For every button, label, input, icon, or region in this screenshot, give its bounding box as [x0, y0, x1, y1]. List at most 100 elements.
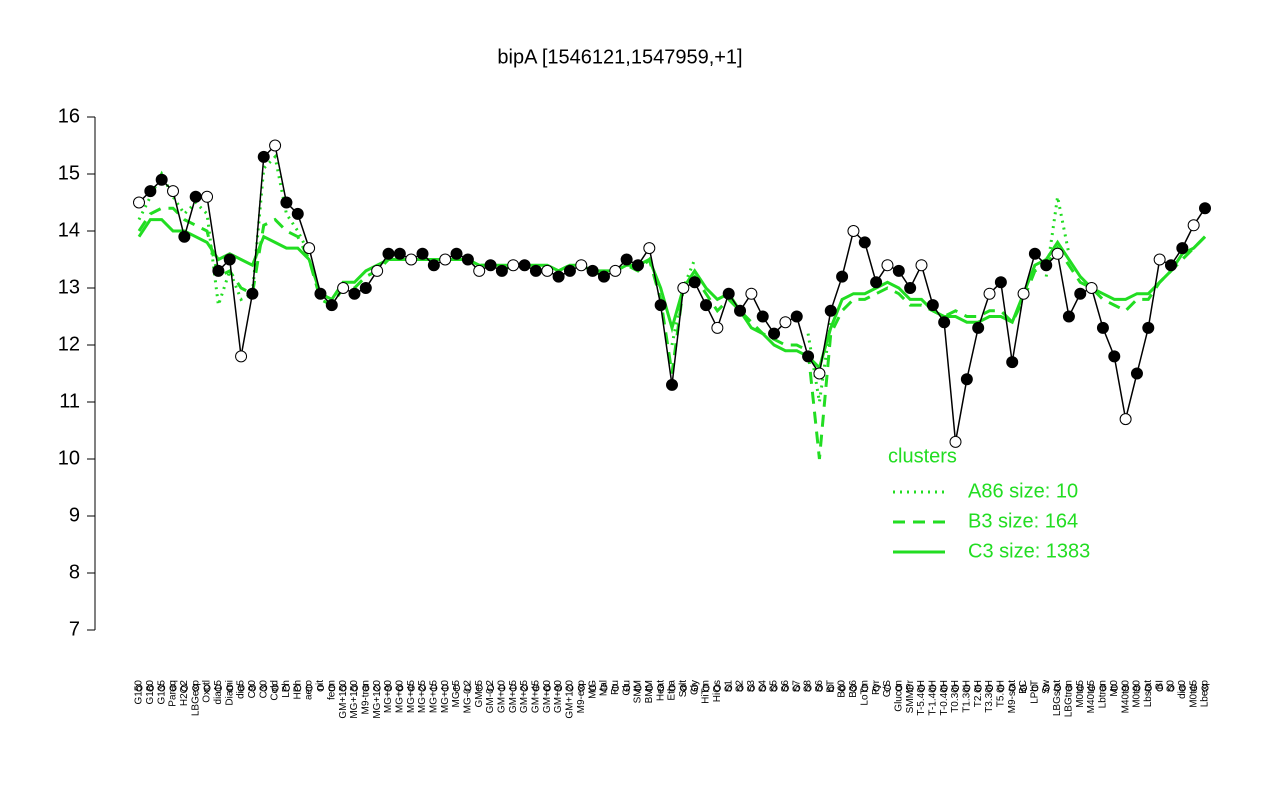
x-tick-dot	[248, 684, 256, 692]
x-tick-dot	[373, 684, 381, 692]
point	[563, 264, 576, 277]
x-tick-label: Lbexp	[1200, 680, 1211, 708]
x-tick-dot	[736, 684, 744, 692]
x-tick-dot	[543, 684, 551, 692]
point	[1164, 259, 1177, 272]
x-tick-dot	[180, 684, 188, 692]
x-tick-label: S4	[757, 680, 768, 693]
point	[303, 242, 316, 255]
x-tick-dot	[282, 684, 290, 692]
x-tick-dot	[203, 684, 211, 692]
x-tick-label: Pyr	[871, 679, 882, 695]
x-tick-dot	[1054, 684, 1062, 692]
x-tick-label: S6	[780, 680, 791, 693]
x-tick-dot	[838, 684, 846, 692]
x-tick-dot	[1065, 684, 1073, 692]
x-tick-label: HiOs	[712, 680, 723, 702]
point	[223, 253, 236, 266]
x-tick-label: S1	[723, 680, 734, 693]
x-tick-label: ferm	[326, 680, 337, 700]
x-tick-dot	[793, 684, 801, 692]
x-tick-label: LPhT	[1030, 680, 1041, 704]
x-tick-label: BT	[825, 680, 836, 693]
x-tick-label: GM+10	[497, 680, 508, 714]
cluster-line	[137, 206, 1207, 460]
x-tick-label: M40t90	[1120, 680, 1131, 714]
x-tick-label: B36	[848, 680, 859, 698]
point	[337, 282, 350, 294]
y-tick-label: 9	[69, 504, 80, 526]
x-tick-dot	[294, 684, 302, 692]
point	[314, 287, 327, 300]
legend-label: C3 size: 1383	[968, 540, 1090, 562]
x-tick-dot	[963, 684, 971, 692]
point	[439, 253, 452, 266]
x-tick-dot	[849, 684, 857, 692]
x-tick-label: Mt0	[1109, 680, 1120, 697]
x-tick-label: H2O2	[179, 680, 190, 707]
legend-label: B3 size: 164	[968, 510, 1078, 532]
point	[892, 264, 905, 277]
x-tick-dot	[872, 684, 880, 692]
x-tick-dot	[509, 684, 517, 692]
x-tick-label: Sw	[1041, 679, 1052, 694]
x-tick-label: C30	[258, 680, 269, 699]
point	[484, 259, 497, 272]
x-tick-label: HiTm	[701, 680, 712, 704]
x-tick-label: LBGstat	[1052, 680, 1063, 716]
x-tick-dot	[1178, 684, 1186, 692]
x-tick-label: M0t45	[1075, 680, 1086, 708]
x-tick-label: S5	[769, 680, 780, 693]
point	[1028, 247, 1041, 260]
point	[779, 316, 792, 329]
point	[1074, 287, 1087, 300]
x-tick-dot	[441, 684, 449, 692]
x-tick-dot	[260, 684, 268, 692]
x-tick-label: MG+25	[417, 680, 428, 714]
point	[938, 316, 951, 329]
point	[824, 304, 837, 317]
x-tick-label: SMM	[633, 680, 644, 703]
point	[620, 253, 633, 266]
x-tick-label: Diami	[224, 680, 235, 706]
point	[269, 139, 282, 152]
point	[745, 287, 758, 300]
point	[847, 225, 860, 237]
point	[1119, 413, 1132, 426]
point	[473, 264, 486, 277]
x-tick-dot	[929, 684, 937, 692]
x-tick-dot	[214, 684, 222, 692]
point	[155, 173, 168, 186]
x-tick-dot	[339, 684, 347, 692]
x-tick-label: GM+15	[508, 680, 519, 714]
x-tick-label: dia15	[213, 680, 224, 705]
y-tick-label: 8	[69, 561, 80, 583]
x-tick-dot	[940, 684, 948, 692]
x-tick-label: GM+5	[474, 680, 485, 708]
point	[133, 196, 145, 209]
x-tick-label: Paraq	[168, 680, 179, 707]
x-tick-dot	[713, 684, 721, 692]
x-tick-dot	[1122, 684, 1130, 692]
x-tick-label: HPh	[292, 680, 303, 699]
point	[541, 264, 554, 277]
point	[575, 259, 588, 272]
x-tick-dot	[169, 684, 177, 692]
x-tick-dot	[974, 684, 982, 692]
point	[586, 264, 599, 277]
x-tick-dot	[906, 684, 914, 692]
point	[450, 247, 463, 260]
point	[904, 282, 917, 294]
point	[405, 253, 418, 266]
x-tick-dot	[611, 684, 619, 692]
point	[212, 264, 225, 277]
x-tick-label: Lbstat	[1143, 680, 1154, 707]
point	[371, 264, 384, 277]
x-tick-dot	[770, 684, 778, 692]
x-tick-label: GM-0.2	[485, 680, 496, 714]
x-tick-dot	[316, 684, 324, 692]
x-tick-dot	[1042, 684, 1050, 692]
y-tick-label: 12	[58, 333, 80, 355]
x-tick-label: GM+45	[531, 680, 542, 714]
